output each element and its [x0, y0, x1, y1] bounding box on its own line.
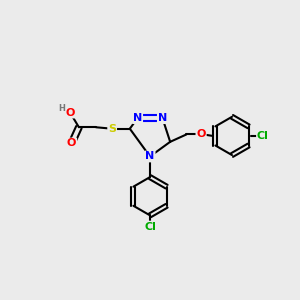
Text: N: N — [146, 152, 154, 161]
Text: H: H — [58, 104, 65, 113]
Text: N: N — [158, 113, 167, 123]
Text: S: S — [108, 124, 116, 134]
Text: N: N — [133, 113, 142, 123]
Text: O: O — [196, 130, 206, 140]
Text: O: O — [65, 107, 75, 118]
Text: O: O — [67, 138, 76, 148]
Text: Cl: Cl — [144, 222, 156, 232]
Text: Cl: Cl — [257, 131, 269, 141]
